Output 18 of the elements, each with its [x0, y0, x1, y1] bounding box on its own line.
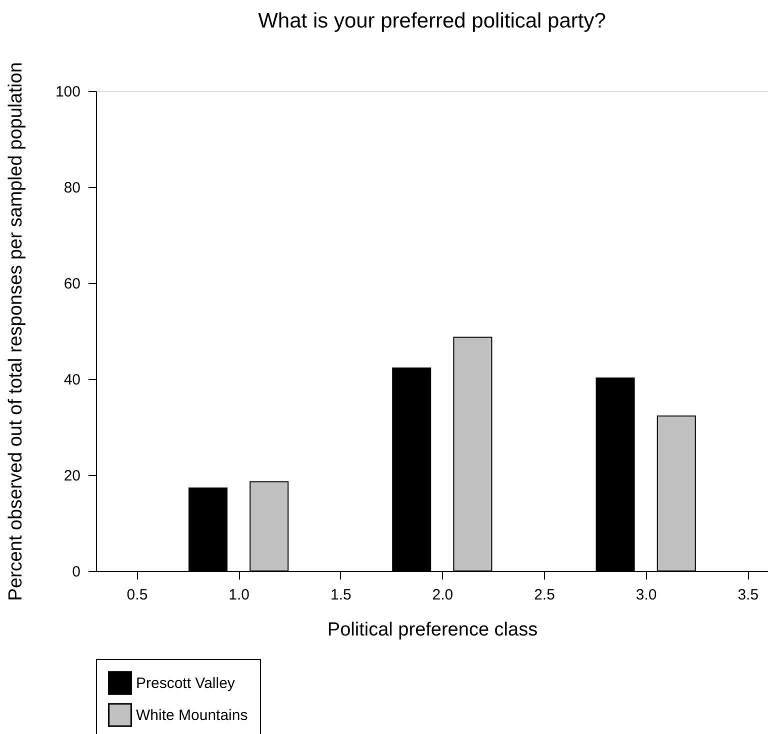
x-tick-label: 2.0	[432, 586, 454, 604]
legend-label: White Mountains	[136, 707, 248, 724]
x-axis-title: Political preference class	[327, 620, 538, 640]
x-tick-label: 2.5	[534, 586, 555, 604]
y-axis-title: Percent observed out of total responses per sampled population	[5, 62, 26, 601]
y-tick-label: 40	[64, 372, 80, 388]
y-tick-label: 0	[72, 564, 80, 580]
x-tick-label: 3.5	[738, 586, 759, 604]
y-tick-label: 60	[64, 276, 80, 292]
chart-title: What is your preferred political party?	[258, 10, 606, 33]
y-tick-label: 80	[64, 180, 80, 196]
y-tick-label: 100	[55, 84, 80, 100]
legend-label: Prescott Valley	[136, 675, 236, 692]
x-tick-label: 1.0	[228, 586, 250, 604]
x-tick-label: 3.0	[636, 586, 657, 604]
x-tick-label: 1.5	[330, 586, 352, 604]
y-tick-label: 20	[64, 468, 80, 484]
x-tick-label: 0.5	[126, 586, 148, 604]
